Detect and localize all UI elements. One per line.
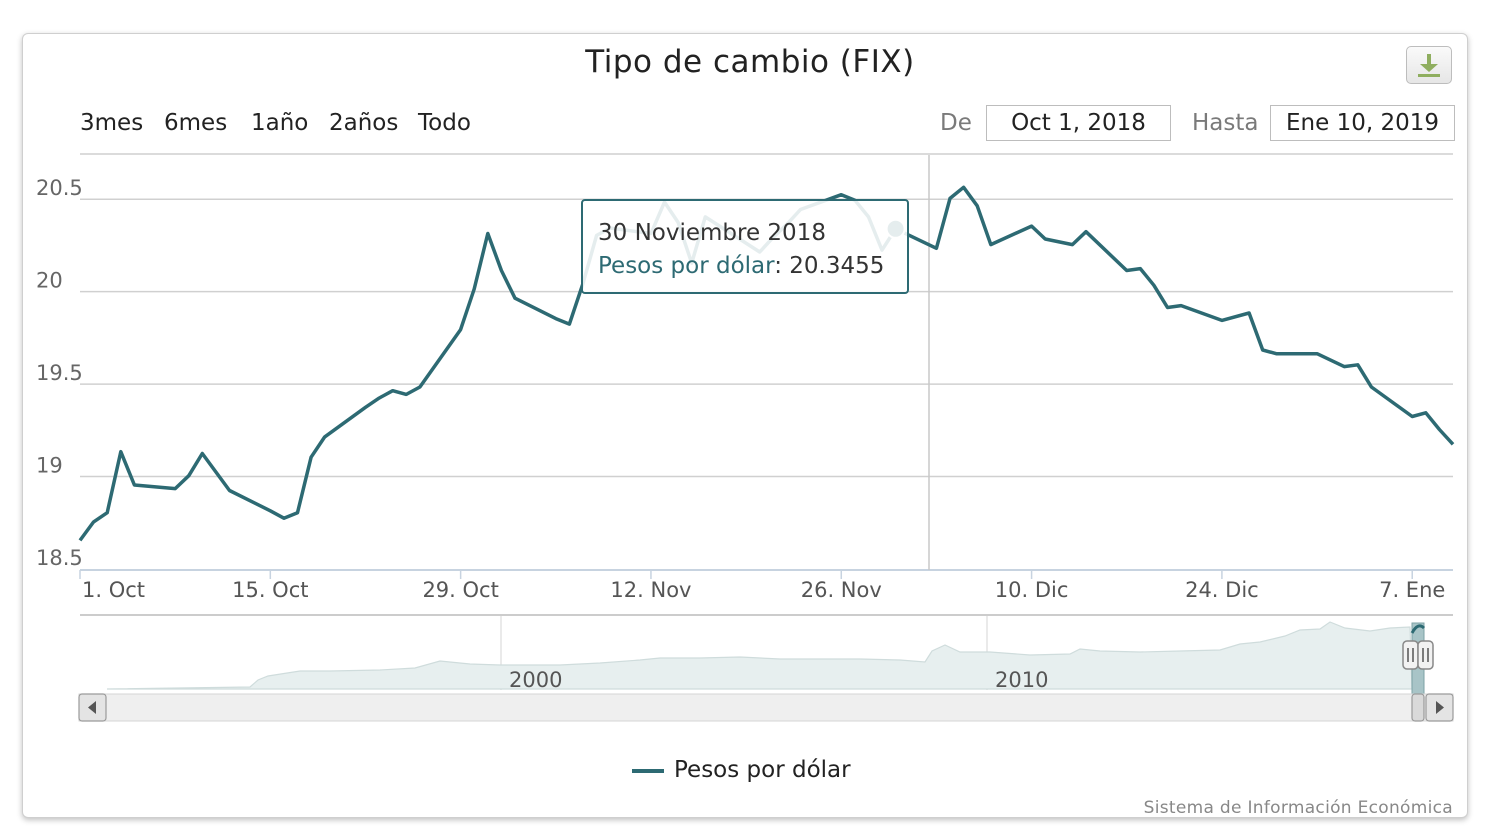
x-tick-label: 1. Oct — [82, 578, 145, 602]
x-tick-label: 7. Ene — [1379, 578, 1445, 602]
navigator-series-area — [106, 621, 1413, 690]
navigator-handle-right[interactable] — [1417, 640, 1434, 670]
navigator-handle-left[interactable] — [1402, 640, 1419, 670]
scrollbar-right-button[interactable] — [1425, 693, 1454, 722]
download-icon — [1418, 54, 1440, 77]
navigator-label-2010: 2010 — [995, 668, 1048, 692]
credits: Sistema de Información Económica — [1143, 798, 1453, 818]
arrow-left-icon — [88, 701, 96, 714]
x-tick-label: 26. Nov — [801, 578, 882, 602]
legend-item[interactable]: Pesos por dólar — [632, 757, 851, 783]
x-tick-label: 12. Nov — [610, 578, 691, 602]
range-button-2anos[interactable]: 2años — [329, 110, 399, 136]
y-tick-label: 19 — [36, 454, 63, 478]
x-tick-label: 10. Dic — [995, 578, 1069, 602]
tooltip-value: 20.3455 — [789, 253, 885, 279]
from-date-input[interactable]: Oct 1, 2018 — [986, 105, 1171, 141]
x-tick-label: 24. Dic — [1185, 578, 1259, 602]
from-date-label: De — [940, 110, 972, 136]
tooltip-series-label: Pesos por dólar — [598, 253, 775, 279]
range-button-3mes[interactable]: 3mes — [80, 110, 144, 136]
scrollbar-left-button[interactable] — [78, 693, 107, 722]
scrollbar-track[interactable] — [78, 693, 1454, 722]
legend-swatch — [632, 768, 664, 773]
range-button-todo[interactable]: Todo — [418, 110, 471, 136]
chart-title: Tipo de cambio (FIX) — [585, 44, 915, 80]
y-tick-label: 19.5 — [36, 361, 83, 385]
range-button-1ano[interactable]: 1año — [251, 110, 309, 136]
scrollbar-thumb[interactable] — [1411, 693, 1425, 722]
y-tick-label: 20.5 — [36, 176, 83, 200]
arrow-right-icon — [1436, 701, 1444, 714]
to-date-label: Hasta — [1192, 110, 1259, 136]
range-button-6mes[interactable]: 6mes — [164, 110, 228, 136]
tooltip-row: Pesos por dólar: 20.3455 — [598, 253, 885, 279]
download-button[interactable] — [1406, 46, 1452, 84]
x-tick-label: 15. Oct — [232, 578, 308, 602]
navigator-label-2000: 2000 — [509, 668, 562, 692]
y-tick-label: 18.5 — [36, 546, 83, 570]
y-tick-label: 20 — [36, 269, 63, 293]
tooltip: 30 Noviembre 2018 Pesos por dólar: 20.34… — [581, 199, 909, 294]
navigator-series-line-selected — [1410, 624, 1426, 634]
x-tick-label: 29. Oct — [422, 578, 498, 602]
tooltip-date: 30 Noviembre 2018 — [598, 220, 826, 246]
legend-label: Pesos por dólar — [674, 757, 851, 783]
to-date-input[interactable]: Ene 10, 2019 — [1270, 105, 1455, 141]
